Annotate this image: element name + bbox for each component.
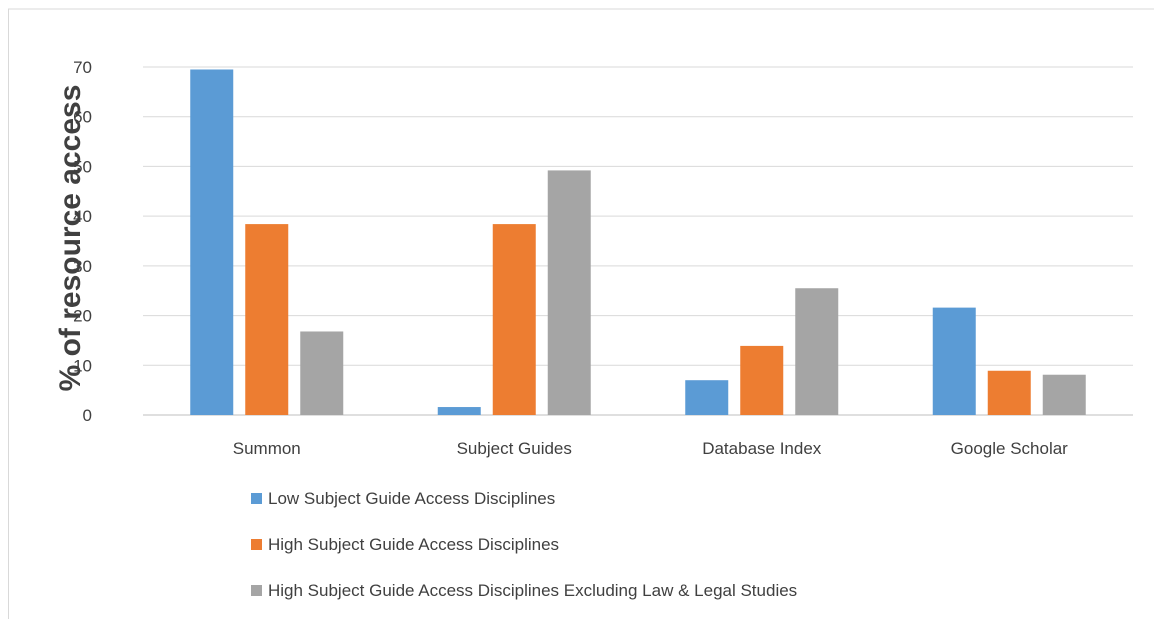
x-tick-label: Google Scholar <box>951 439 1069 458</box>
bar-database-index-series-1 <box>685 380 729 415</box>
bar-subject-guides-series-1 <box>437 407 481 415</box>
y-tick-label: 20 <box>73 307 92 326</box>
bar-google-scholar-series-1 <box>932 307 976 415</box>
x-tick-label: Database Index <box>702 439 822 458</box>
x-tick-label: Summon <box>233 439 301 458</box>
gridlines <box>143 66 1133 416</box>
bar-google-scholar-series-2 <box>987 370 1031 415</box>
bar-subject-guides-series-3 <box>547 170 591 415</box>
bars <box>190 69 1086 415</box>
bar-summon-series-1 <box>190 69 234 415</box>
y-tick-label: 50 <box>73 157 92 176</box>
bar-database-index-series-3 <box>795 288 839 415</box>
legend-label: High Subject Guide Access Disciplines Ex… <box>268 581 797 600</box>
legend-swatch <box>251 539 262 550</box>
legend-swatch <box>251 493 262 504</box>
x-tick-label: Subject Guides <box>457 439 572 458</box>
bar-google-scholar-series-3 <box>1042 374 1086 415</box>
y-tick-label: 10 <box>73 356 92 375</box>
y-tick-label: 60 <box>73 108 92 127</box>
bar-database-index-series-2 <box>740 345 784 415</box>
bar-subject-guides-series-2 <box>492 224 536 415</box>
y-tick-label: 30 <box>73 257 92 276</box>
y-tick-label: 70 <box>73 58 92 77</box>
bar-summon-series-2 <box>245 224 289 415</box>
y-axis-label: % of resource access <box>54 85 87 392</box>
legend-label: Low Subject Guide Access Disciplines <box>268 489 555 508</box>
bar-summon-series-3 <box>300 331 344 415</box>
legend-swatch <box>251 585 262 596</box>
y-tick-label: 40 <box>73 207 92 226</box>
y-tick-labels: 0 10 20 30 40 50 60 70 <box>73 58 92 425</box>
x-tick-labels: Summon Subject Guides Database Index Google… <box>233 439 1068 458</box>
y-tick-label: 0 <box>83 406 92 425</box>
legend-label: High Subject Guide Access Disciplines <box>268 535 559 554</box>
legend: Low Subject Guide Access Disciplines High… <box>251 489 797 600</box>
